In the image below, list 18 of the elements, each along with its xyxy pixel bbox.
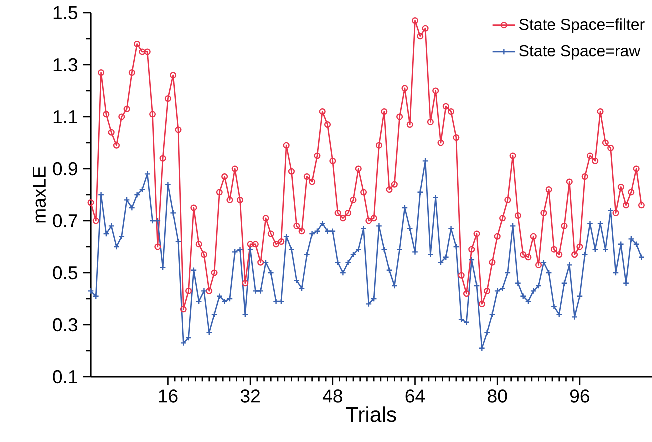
y-tick-label: 0.3 xyxy=(53,318,78,332)
y-tick-label: 0.5 xyxy=(53,266,78,280)
y-tick-label: 1.1 xyxy=(54,110,78,124)
x-tick-label: 32 xyxy=(240,390,260,403)
x-tick-label: 80 xyxy=(488,390,508,403)
y-tick-label: 0.7 xyxy=(53,214,78,228)
x-axis-title: Trials xyxy=(346,406,396,422)
y-tick-label: 0.9 xyxy=(53,162,78,176)
legend-label: State Space=raw xyxy=(520,45,641,60)
x-tick-label: 96 xyxy=(570,390,590,403)
y-axis-title: maxLE xyxy=(33,166,46,223)
y-tick-label: 1.5 xyxy=(54,6,78,20)
x-tick-label: 16 xyxy=(159,390,178,403)
x-tick-label: 48 xyxy=(322,390,342,403)
y-tick-label: 1.3 xyxy=(54,58,78,72)
y-tick-label: 0.1 xyxy=(53,370,78,384)
legend-label: State Space=filter xyxy=(520,18,645,34)
x-tick-label: 64 xyxy=(406,390,426,403)
